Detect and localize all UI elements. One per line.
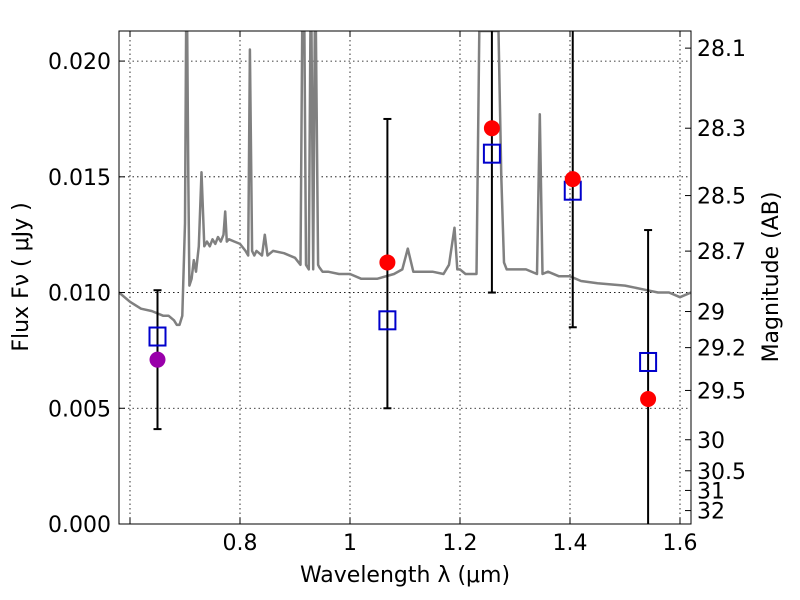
- right-tick-label: 32: [697, 500, 725, 525]
- y-tick-label: 0.010: [48, 282, 111, 307]
- right-tick-label: 29.5: [697, 379, 746, 404]
- right-tick-label: 31: [697, 479, 725, 504]
- right-tick-label: 28.3: [697, 117, 746, 142]
- circle-marker: [379, 254, 396, 271]
- markers: [148, 120, 658, 408]
- circle-marker: [483, 120, 500, 137]
- x-tick-label: 1.4: [553, 531, 588, 556]
- right-axis-label: Magnitude (AB): [759, 192, 784, 363]
- right-tick-label: 29: [697, 301, 725, 326]
- data-series: [119, 31, 691, 524]
- square-marker: [148, 326, 167, 347]
- square-marker: [639, 351, 658, 372]
- y-tick-label: 0.015: [48, 166, 111, 191]
- model-spectrum-line: [119, 31, 691, 327]
- right-tick-label: 28.1: [697, 37, 746, 62]
- circle-marker: [564, 171, 581, 188]
- y-tick-label: 0.020: [48, 50, 111, 75]
- square-marker: [482, 143, 501, 164]
- axes: 0.8 1 1.2 1.4 1.6 0.000 0.005 0.010 0.015 0.020 28…: [48, 31, 746, 556]
- x-tick-label: 1: [343, 531, 357, 556]
- x-tick-label: 1.6: [663, 531, 698, 556]
- plot-frame: [118, 30, 692, 525]
- y-tick-label: 0.005: [48, 397, 111, 422]
- x-axis-label: Wavelength λ (μm): [300, 563, 510, 588]
- x-tick-label: 1.2: [443, 531, 478, 556]
- right-tick-label: 30.5: [697, 460, 746, 485]
- y-axis-label: Flux Fν ( μJy ): [9, 202, 34, 351]
- x-tick-label: 0.8: [223, 531, 258, 556]
- y-tick-label: 0.000: [48, 513, 111, 538]
- circle-marker: [640, 391, 657, 408]
- circle-marker: [149, 351, 166, 368]
- right-tick-label: 28.7: [697, 240, 746, 265]
- right-tick-label: 28.5: [697, 185, 746, 210]
- square-marker: [378, 310, 397, 331]
- right-tick-label: 29.2: [697, 337, 746, 362]
- right-tick-label: 30: [697, 429, 725, 454]
- grid-lines: [119, 31, 691, 525]
